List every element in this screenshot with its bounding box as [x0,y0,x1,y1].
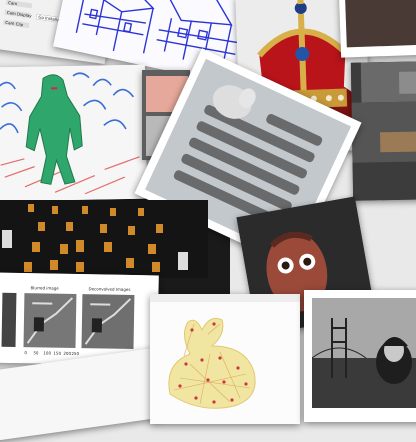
green-figure-graphic [0,64,148,202]
tile-bw-plots[interactable]: Blurred image Deconvolved Images 0 50 10… [0,272,159,366]
plot-tick-1: 50 [33,350,39,355]
golden-gate-image [312,298,416,408]
tile-right-room[interactable] [350,61,416,201]
plot-tick-0: 0 [24,350,27,355]
bw-plots-graphic: Blurred image Deconvolved Images 0 50 10… [0,272,159,366]
room-graphic [350,61,416,201]
tile-green-figure[interactable] [0,64,148,202]
plot-tick-2: 100 [43,350,51,355]
bunny-mesh-graphic [150,294,300,424]
tile-chairs[interactable] [0,200,208,278]
plot-left-title: Blurred image [30,285,59,291]
tile-brown-dark[interactable] [338,0,416,58]
tile-bunny-mesh[interactable] [150,294,300,424]
plot-tick-3: 150 [53,351,61,356]
chairs-graphic [0,200,208,278]
settings-row-3-label: Cam Clip [5,20,24,28]
brown-dark-image [345,0,416,48]
plot-tick-4: 200 [63,351,71,356]
settings-install-label: Go Installation [38,14,68,23]
settings-row-1-label: Cam [8,0,18,6]
golden-gate-graphic [312,298,416,408]
plot-right-title: Deconvolved Images [88,286,130,292]
settings-row-2-label: Cam Display [6,10,32,19]
tile-golden-gate[interactable] [304,290,416,422]
plot-tick-5: 250 [71,351,79,356]
